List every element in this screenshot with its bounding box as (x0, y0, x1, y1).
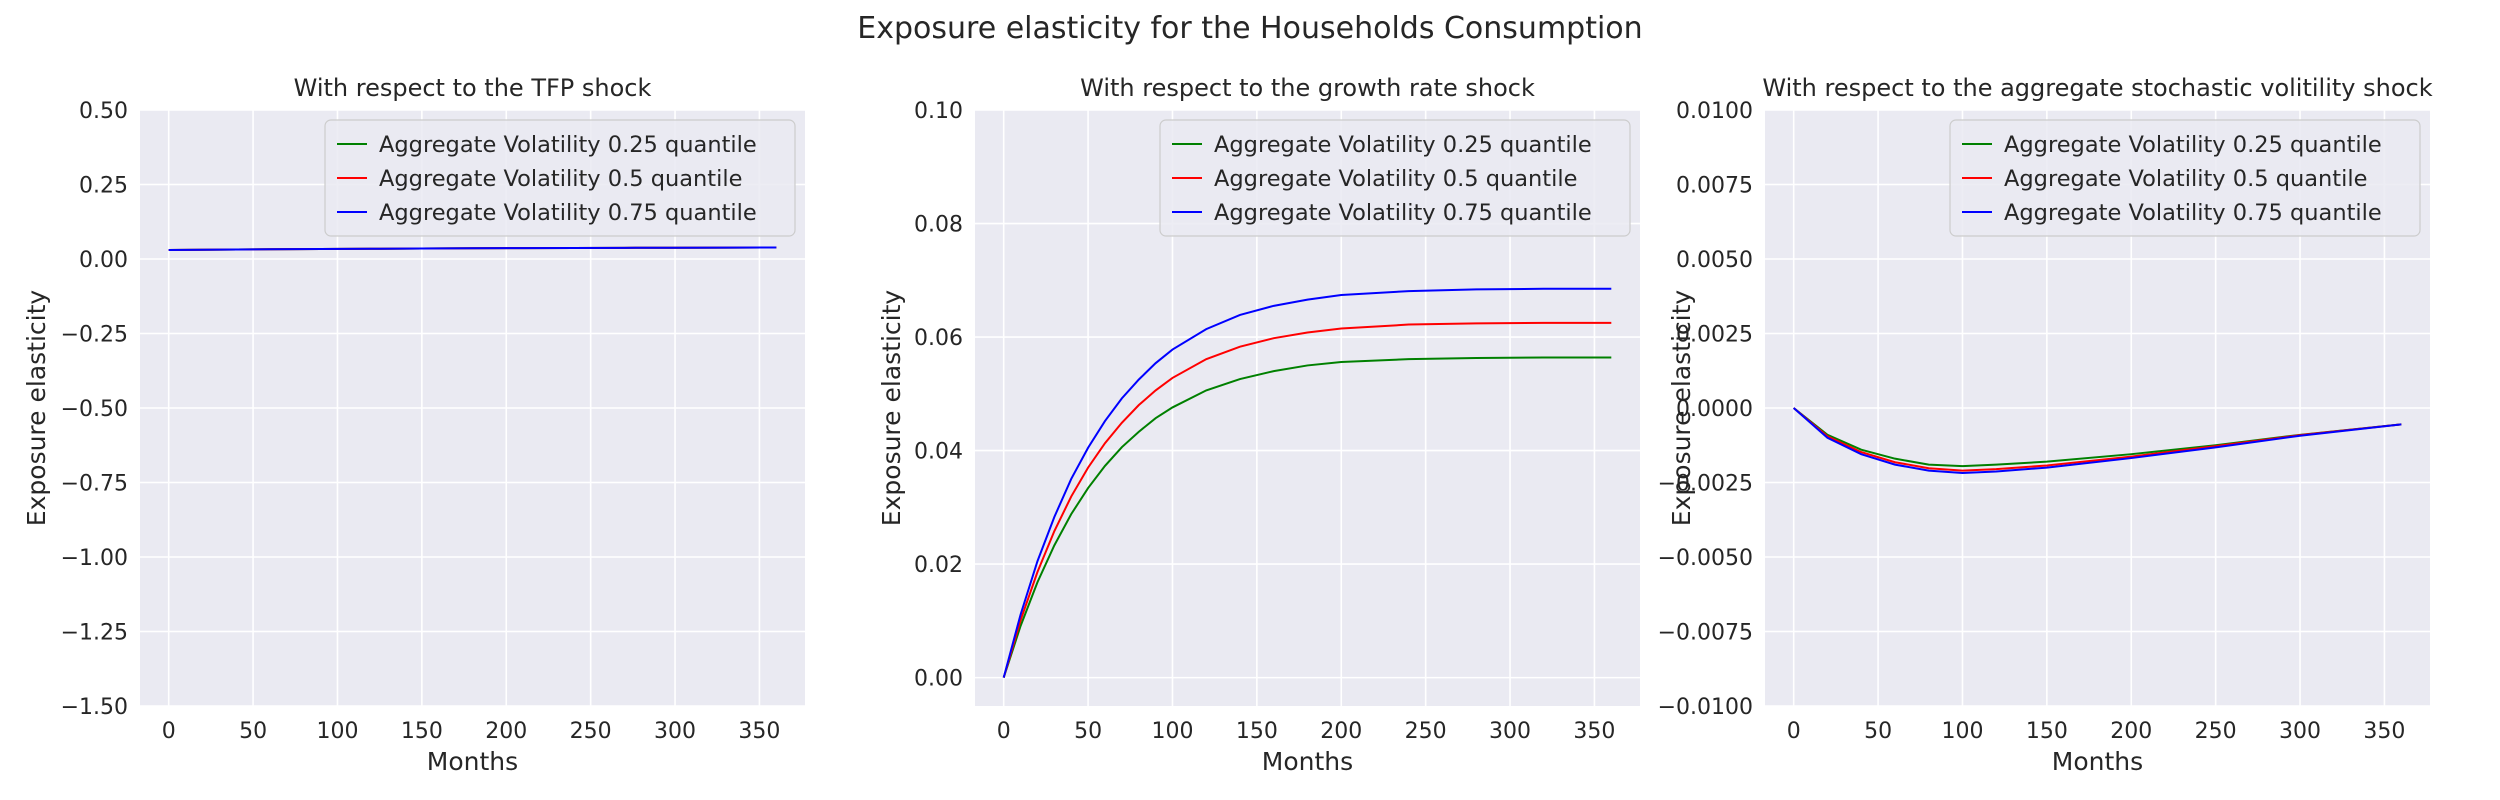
series-line-2 (1793, 407, 2402, 472)
y-tick-label: 0.0025 (1676, 323, 1753, 348)
x-axis-label: Months (2052, 747, 2143, 776)
x-tick-label: 0 (162, 719, 176, 744)
x-tick-label: 150 (1236, 719, 1278, 744)
y-tick-label: 0.25 (79, 174, 128, 199)
x-tick-label: 300 (1489, 719, 1531, 744)
x-tick-label: 350 (738, 719, 780, 744)
legend-label-1: Aggregate Volatility 0.25 quantile (2004, 132, 2382, 158)
x-tick-label: 50 (239, 719, 267, 744)
chart-panels: 0 50 100 150 200 250 300 350 −1.50 −1.25 −1.00 −0.7… (22, 74, 2433, 776)
legend-label-1: Aggregate Volatility 0.25 quantile (379, 132, 757, 158)
x-tick-label: 150 (2026, 719, 2068, 744)
y-tick-label: 0.0100 (1676, 99, 1753, 124)
x-tick-label: 200 (1320, 719, 1362, 744)
y-tick-label: 0.0075 (1676, 174, 1753, 199)
y-tick-label: 0.50 (79, 99, 128, 124)
x-tick-label: 350 (1573, 719, 1615, 744)
y-tick-label: 0.00 (79, 248, 128, 273)
y-tick-label: −1.00 (61, 546, 128, 571)
x-tick-label: 50 (1074, 719, 1102, 744)
x-tick-label: 300 (2279, 719, 2321, 744)
x-tick-label: 150 (401, 719, 443, 744)
y-axis-label: Exposure elasticity (22, 290, 51, 527)
legend-label-2: Aggregate Volatility 0.5 quantile (379, 166, 742, 192)
x-tick-label: 100 (1941, 719, 1983, 744)
y-tick-label: −0.0075 (1658, 621, 1753, 646)
legend-label-2: Aggregate Volatility 0.5 quantile (1214, 166, 1577, 192)
y-tick-label: −0.50 (61, 397, 128, 422)
chart-panel-3: 0 50 100 150 200 250 300 350 −0.0100 −0.0075 −0.00… (1658, 74, 2433, 776)
legend-label-3: Aggregate Volatility 0.75 quantile (1214, 200, 1592, 226)
y-tick-label: 0.08 (914, 213, 963, 238)
legend-label-2: Aggregate Volatility 0.5 quantile (2004, 166, 2367, 192)
legend: Aggregate Volatility 0.25 quantile Aggreg… (324, 119, 796, 237)
legend-box (1949, 119, 2421, 237)
series-line-1 (1002, 356, 1612, 678)
legend-box (324, 119, 796, 237)
y-tick-label: −0.0050 (1658, 546, 1753, 571)
y-tick-label: −0.75 (61, 472, 128, 497)
x-tick-label: 100 (316, 719, 358, 744)
y-tick-label: 0.0000 (1676, 397, 1753, 422)
series-line-2 (1002, 321, 1612, 678)
x-tick-label: 50 (1864, 719, 1892, 744)
x-axis-label: Months (427, 747, 518, 776)
chart-panel-2: 0 50 100 150 200 250 300 350 0.00 0.02 0.04 0.06 0.0… (877, 74, 1640, 776)
legend-label-1: Aggregate Volatility 0.25 quantile (1214, 132, 1592, 158)
y-tick-label: 0.06 (914, 326, 963, 351)
x-tick-label: 200 (485, 719, 527, 744)
y-tick-label: 0.00 (914, 667, 963, 692)
y-tick-label: −1.50 (61, 695, 128, 720)
series-line-3 (1793, 407, 2402, 474)
panel-title: With respect to the aggregate stochastic… (1762, 74, 2432, 102)
figure-title: Exposure elasticity for the Households C… (857, 11, 1642, 46)
legend-label-3: Aggregate Volatility 0.75 quantile (2004, 200, 2382, 226)
x-axis-label: Months (1262, 747, 1353, 776)
y-tick-label: −1.25 (61, 621, 128, 646)
legend-label-3: Aggregate Volatility 0.75 quantile (379, 200, 757, 226)
x-tick-label: 200 (2110, 719, 2152, 744)
y-tick-label: 0.02 (914, 553, 963, 578)
legend-box (1159, 119, 1631, 237)
x-tick-label: 0 (1787, 719, 1801, 744)
y-tick-label: −0.0025 (1658, 472, 1753, 497)
y-tick-label: −0.0100 (1658, 695, 1753, 720)
x-tick-label: 250 (570, 719, 612, 744)
y-tick-label: 0.04 (914, 440, 963, 465)
x-tick-label: 0 (997, 719, 1011, 744)
x-tick-label: 300 (654, 719, 696, 744)
x-tick-label: 350 (2363, 719, 2405, 744)
legend: Aggregate Volatility 0.25 quantile Aggreg… (1949, 119, 2421, 237)
panel-title: With respect to the growth rate shock (1080, 74, 1535, 102)
y-tick-label: 0.0050 (1676, 248, 1753, 273)
y-axis-label: Exposure elasticity (1667, 290, 1696, 527)
series-line-3 (168, 246, 777, 252)
y-axis-label: Exposure elasticity (877, 290, 906, 527)
y-tick-label: −0.25 (61, 323, 128, 348)
x-tick-label: 100 (1151, 719, 1193, 744)
panel-title: With respect to the TFP shock (294, 74, 652, 102)
chart-panel-1: 0 50 100 150 200 250 300 350 −1.50 −1.25 −1.00 −0.7… (22, 74, 805, 776)
legend: Aggregate Volatility 0.25 quantile Aggreg… (1159, 119, 1631, 237)
y-tick-label: 0.10 (914, 99, 963, 124)
x-tick-label: 250 (2195, 719, 2237, 744)
x-tick-label: 250 (1405, 719, 1447, 744)
series-line-3 (1002, 287, 1612, 678)
